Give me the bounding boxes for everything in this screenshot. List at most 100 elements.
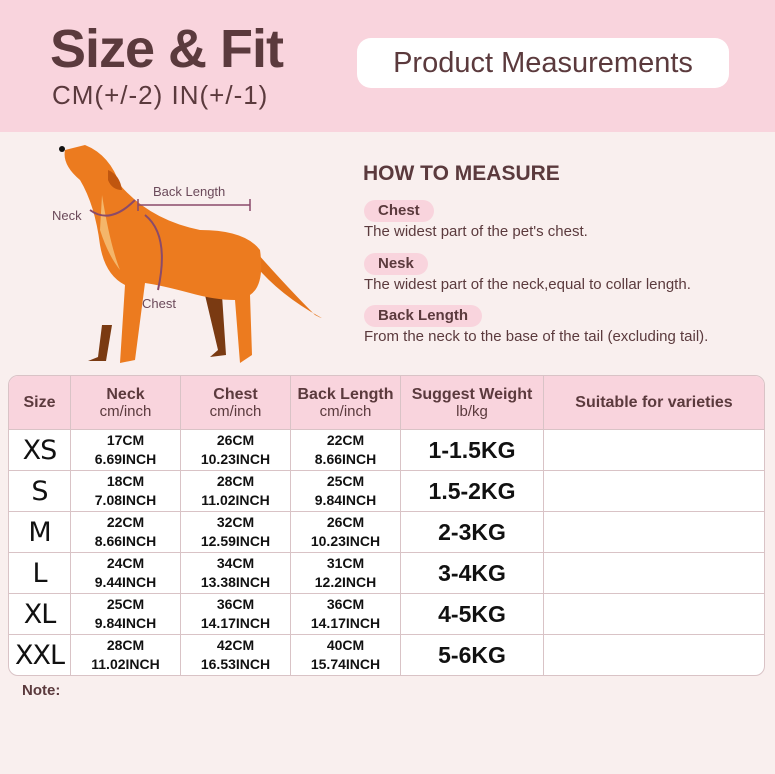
chest-cell-value: 36CM [216,596,255,612]
back-length-cell-value: 25CM [326,473,365,489]
back-length-desc: From the neck to the base of the tail (e… [364,328,709,345]
neck-cell-value: 18CM [106,473,145,489]
dog-diagram: Neck Back Length Chest [52,145,322,363]
column-header: Chest cm/inch [181,376,291,429]
weight-cell: 5-6KG [401,634,544,675]
size-table: Size Neck cm/inch Chest cm/inch Back Length cm… [8,375,765,676]
neck-cell-value: 22CM [106,514,145,530]
neck-cell-value: 24CM [106,555,145,571]
size-cell: XL [9,593,71,634]
neck-cell: 18CM 7.08INCH [71,470,181,511]
chest-cell: 34CM 13.38INCH [181,552,291,593]
header-title: Suggest Weight [411,385,533,403]
varieties-cell [544,429,764,470]
neck-cell-value: 7.08INCH [94,492,157,508]
weight-cell-value: 4-5KG [438,600,506,627]
varieties-cell [544,552,764,593]
back-length-cell: 31CM 12.2INCH [291,552,401,593]
header-unit: cm/inch [99,402,152,420]
back-length-cell-value: 12.2INCH [314,574,377,590]
chest-cell-value: 12.59INCH [200,533,271,549]
back-length-cell-value: 22CM [326,432,365,448]
page-subtitle: CM(+/-2) IN(+/-1) [52,80,269,110]
back-length-cell-value: 8.66INCH [314,451,377,467]
header-unit: cm/inch [319,402,372,420]
how-to-measure-title: HOW TO MEASURE [363,162,560,185]
neck-cell-value: 11.02INCH [91,656,160,672]
size-cell: L [9,552,71,593]
header-unit: cm/inch [209,402,262,420]
weight-cell-value: 5-6KG [438,641,506,668]
size-cell: S [9,470,71,511]
size-cell-value: L [32,557,47,589]
column-header: Suggest Weight lb/kg [401,376,544,429]
neck-label: Neck [52,208,82,223]
weight-cell-value: 1.5-2KG [428,477,516,504]
size-cell-value: S [31,475,48,507]
weight-cell: 3-4KG [401,552,544,593]
chest-tag: Chest [364,200,434,222]
varieties-cell [544,593,764,634]
column-header: Suitable for varieties [544,376,764,429]
varieties-cell [544,470,764,511]
chest-cell-value: 26CM [216,432,255,448]
chest-cell: 32CM 12.59INCH [181,511,291,552]
chest-cell: 26CM 10.23INCH [181,429,291,470]
neck-cell-value: 17CM [106,432,145,448]
column-header: Size [9,376,71,429]
neck-cell: 17CM 6.69INCH [71,429,181,470]
table-row: S 18CM 7.08INCH 28CM 11.02INCH 25CM 9.84INCH 1.… [9,470,764,511]
neck-tag: Nesk [364,253,428,275]
table-row: XS 17CM 6.69INCH 26CM 10.23INCH 22CM 8.66INCH 1… [9,429,764,470]
neck-desc: The widest part of the neck,equal to col… [364,276,691,293]
header-title: Neck [106,385,145,403]
table-row: XXL 28CM 11.02INCH 42CM 16.53INCH 40CM 15.74IN… [9,634,764,675]
neck-cell-value: 28CM [106,637,145,653]
header-unit: lb/kg [456,402,488,420]
header-title: Back Length [297,385,394,403]
size-cell: M [9,511,71,552]
table-row: XL 25CM 9.84INCH 36CM 14.17INCH 36CM 14.17INCH… [9,593,764,634]
chest-cell: 28CM 11.02INCH [181,470,291,511]
size-cell-value: XXL [14,639,65,671]
size-cell-value: M [28,516,51,548]
neck-cell-value: 9.84INCH [94,615,157,631]
chest-cell-value: 34CM [216,555,255,571]
weight-cell-value: 1-1.5KG [428,436,516,463]
back-length-cell: 40CM 15.74INCH [291,634,401,675]
chest-cell-value: 10.23INCH [200,451,271,467]
dog-illustration [59,145,322,363]
back-length-cell-value: 15.74INCH [310,656,381,672]
chest-cell-value: 11.02INCH [201,492,270,508]
chest-desc: The widest part of the pet's chest. [364,223,588,240]
back-length-cell-value: 26CM [326,514,365,530]
back-length-cell-value: 31CM [326,555,365,571]
table-row: L 24CM 9.44INCH 34CM 13.38INCH 31CM 12.2INCH 3-… [9,552,764,593]
table-row: M 22CM 8.66INCH 32CM 12.59INCH 26CM 10.23INCH 2… [9,511,764,552]
neck-cell: 28CM 11.02INCH [71,634,181,675]
varieties-cell [544,511,764,552]
back-length-cell-value: 10.23INCH [310,533,381,549]
chest-cell-value: 13.38INCH [200,574,271,590]
back-length-cell: 22CM 8.66INCH [291,429,401,470]
neck-cell-value: 9.44INCH [94,574,157,590]
chest-cell-value: 28CM [216,473,255,489]
column-header: Neck cm/inch [71,376,181,429]
chest-cell: 42CM 16.53INCH [181,634,291,675]
size-cell: XXL [9,634,71,675]
neck-cell-value: 25CM [106,596,145,612]
neck-cell-value: 6.69INCH [94,451,157,467]
neck-cell-value: 8.66INCH [94,533,157,549]
size-cell-value: XS [22,434,58,466]
weight-cell: 4-5KG [401,593,544,634]
neck-cell: 22CM 8.66INCH [71,511,181,552]
back-length-cell: 26CM 10.23INCH [291,511,401,552]
neck-cell: 24CM 9.44INCH [71,552,181,593]
column-header: Back Length cm/inch [291,376,401,429]
header-title: Chest [213,385,258,403]
back-length-cell-value: 40CM [326,637,365,653]
varieties-cell [544,634,764,675]
back-length-tag: Back Length [364,305,483,327]
chest-cell-value: 16.53INCH [200,656,271,672]
weight-cell-value: 3-4KG [438,559,506,586]
